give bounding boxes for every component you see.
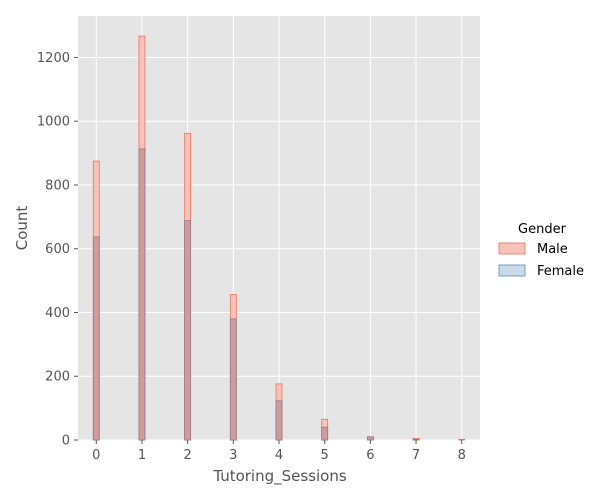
bar-female bbox=[366, 436, 374, 441]
x-tick-label: 6 bbox=[366, 448, 374, 463]
bar-female bbox=[229, 318, 237, 441]
legend-label-male: Male bbox=[537, 242, 568, 257]
y-tick-label: 600 bbox=[45, 242, 70, 257]
bar-female bbox=[184, 220, 192, 441]
bar-female bbox=[138, 148, 146, 441]
legend-swatch-female bbox=[498, 264, 526, 277]
legend-items: Male Female bbox=[498, 242, 584, 279]
x-tick-label: 7 bbox=[412, 448, 420, 463]
y-tick-label: 800 bbox=[45, 178, 70, 193]
x-axis-label: Tutoring_Sessions bbox=[212, 467, 347, 486]
y-axis-label: Count bbox=[13, 206, 31, 251]
y-tick-label: 1200 bbox=[37, 51, 70, 66]
bar-female bbox=[92, 236, 100, 441]
x-tick-label: 3 bbox=[229, 448, 237, 463]
bar-male bbox=[458, 438, 466, 441]
y-tick-label: 0 bbox=[62, 434, 70, 449]
x-tick-label: 1 bbox=[138, 448, 146, 463]
y-tick-label: 200 bbox=[45, 370, 70, 385]
legend-swatch-male bbox=[498, 242, 526, 255]
x-tick-label: 2 bbox=[183, 448, 191, 463]
bar-female bbox=[412, 438, 420, 441]
x-tick-label: 8 bbox=[458, 448, 466, 463]
bar-female bbox=[275, 400, 283, 441]
x-tick-label: 5 bbox=[321, 448, 329, 463]
legend: Gender Male Female bbox=[498, 222, 584, 279]
legend-label-female: Female bbox=[537, 264, 584, 279]
x-tick-label: 4 bbox=[275, 448, 283, 463]
x-tick-label: 0 bbox=[92, 448, 100, 463]
bar-female bbox=[321, 426, 329, 441]
y-tick-label: 1000 bbox=[37, 115, 70, 130]
y-tick-label: 400 bbox=[45, 306, 70, 321]
legend-title: Gender bbox=[518, 222, 567, 237]
axis-ticks: 0 1 2 3 4 5 6 7 8 0 200 400 600 800 1000 1200 bbox=[37, 51, 466, 463]
